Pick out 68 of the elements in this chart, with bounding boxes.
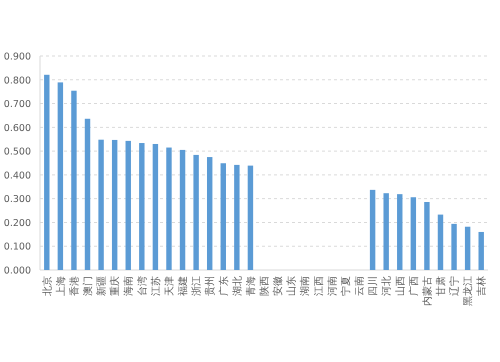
x-tick-label: 北京 xyxy=(41,276,54,296)
bar xyxy=(98,140,104,270)
bar xyxy=(478,232,484,270)
x-tick-label: 海南 xyxy=(122,276,135,296)
bar xyxy=(383,193,389,270)
x-tick-label: 湖南 xyxy=(299,276,312,296)
bar xyxy=(139,143,145,270)
x-tick-label: 黑龙江 xyxy=(462,276,474,306)
x-tick-label: 湖北 xyxy=(231,276,244,296)
x-tick-label: 四川 xyxy=(367,276,380,296)
x-tick-label: 安徽 xyxy=(272,276,284,296)
bar xyxy=(438,214,444,270)
x-tick-label: 贵州 xyxy=(204,276,216,296)
x-tick-label: 福建 xyxy=(177,276,190,296)
bar xyxy=(180,150,186,270)
x-tick-label: 台湾 xyxy=(136,276,148,296)
x-tick-label: 天津 xyxy=(163,276,176,296)
x-tick-label: 云南 xyxy=(354,276,366,296)
x-tick-label: 江苏 xyxy=(150,276,162,296)
x-tick-label: 澳门 xyxy=(82,276,94,296)
x-tick-label: 山东 xyxy=(286,276,298,296)
y-tick-label: 0.000 xyxy=(4,266,31,276)
x-tick-label: 广西 xyxy=(408,276,420,296)
x-tick-label: 宁夏 xyxy=(340,276,352,296)
bar xyxy=(44,74,50,270)
bar xyxy=(126,140,131,270)
bar xyxy=(464,226,470,270)
y-tick-label: 0.700 xyxy=(4,99,31,110)
bar xyxy=(220,163,226,270)
bar xyxy=(234,164,240,270)
y-tick-label: 0.300 xyxy=(4,194,31,206)
bar xyxy=(112,140,118,270)
x-tick-label: 青海 xyxy=(244,276,257,296)
bar xyxy=(248,166,254,270)
bar xyxy=(424,202,430,270)
x-tick-label: 河北 xyxy=(380,276,393,296)
bar xyxy=(370,190,376,270)
bar xyxy=(152,144,158,270)
x-tick-label: 新疆 xyxy=(96,276,108,296)
y-tick-label: 0.200 xyxy=(4,218,31,229)
x-tick-label: 山西 xyxy=(394,276,406,296)
x-tick-label: 陕西 xyxy=(258,276,270,296)
y-tick-label: 0.800 xyxy=(4,75,31,86)
y-tick-label: 0.400 xyxy=(4,170,31,182)
y-tick-label: 0.900 xyxy=(4,52,31,62)
x-tick-label: 重庆 xyxy=(109,276,122,296)
x-tick-label: 辽宁 xyxy=(448,276,461,296)
x-tick-label: 浙江 xyxy=(190,276,203,296)
x-tick-label: 广东 xyxy=(218,276,230,296)
bar xyxy=(193,154,199,270)
bar xyxy=(206,157,212,270)
bar xyxy=(71,90,77,270)
x-tick-label: 上海 xyxy=(54,276,67,296)
bar xyxy=(410,197,416,270)
x-tick-label: 甘肃 xyxy=(434,276,447,296)
x-tick-label: 吉林 xyxy=(476,276,488,296)
y-tick-label: 0.500 xyxy=(4,146,31,158)
x-tick-label: 江西 xyxy=(312,276,325,296)
bar xyxy=(166,148,172,270)
y-tick-label: 0.600 xyxy=(4,122,31,134)
y-tick-label: 0.100 xyxy=(4,242,31,253)
bar xyxy=(58,82,64,270)
x-tick-label: 河南 xyxy=(326,276,338,296)
bar xyxy=(451,224,457,270)
x-tick-label: 内蒙古 xyxy=(421,276,434,306)
bar xyxy=(397,194,402,270)
x-tick-label: 香港 xyxy=(68,276,80,296)
bar xyxy=(84,118,90,270)
